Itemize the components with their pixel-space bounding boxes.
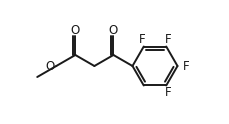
Text: O: O (108, 24, 117, 37)
Text: F: F (182, 60, 188, 73)
Text: F: F (164, 32, 171, 46)
Text: F: F (138, 32, 144, 46)
Text: O: O (46, 60, 55, 73)
Text: F: F (164, 86, 171, 99)
Text: O: O (70, 24, 80, 37)
